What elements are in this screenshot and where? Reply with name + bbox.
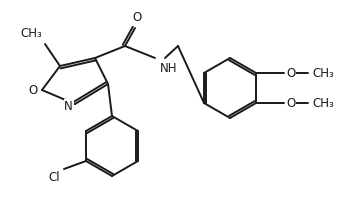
Text: NH: NH: [160, 62, 177, 75]
Text: O: O: [29, 83, 38, 96]
Text: CH₃: CH₃: [20, 27, 42, 40]
Text: O: O: [132, 11, 142, 24]
Text: N: N: [64, 99, 73, 112]
Text: CH₃: CH₃: [312, 96, 334, 110]
Text: O: O: [286, 67, 295, 80]
Text: Cl: Cl: [48, 171, 60, 184]
Text: CH₃: CH₃: [312, 67, 334, 80]
Text: O: O: [286, 96, 295, 110]
